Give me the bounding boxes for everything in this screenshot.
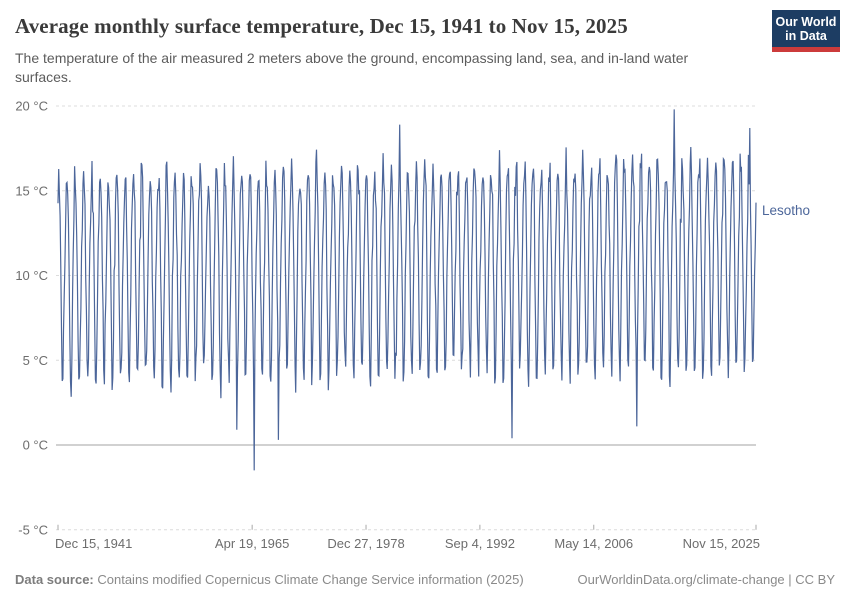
x-tick-label: Dec 15, 1941 <box>55 536 132 551</box>
data-source-text: Contains modified Copernicus Climate Cha… <box>93 572 524 587</box>
owid-logo-line2: in Data <box>785 28 827 43</box>
y-tick-label: 0 °C <box>23 438 48 453</box>
x-tick-label: Sep 4, 1992 <box>445 536 515 551</box>
data-source-note: Data source: Contains modified Copernicu… <box>15 572 524 587</box>
y-tick-label: 20 °C <box>15 99 48 114</box>
chart-footer: Data source: Contains modified Copernicu… <box>15 572 835 587</box>
owid-logo[interactable]: Our World in Data <box>772 10 840 52</box>
y-tick-label: 15 °C <box>15 183 48 198</box>
page-title: Average monthly surface temperature, Dec… <box>15 14 628 38</box>
owid-credit-link[interactable]: OurWorldinData.org/climate-change | CC B… <box>577 572 835 587</box>
y-tick-label: 5 °C <box>23 353 48 368</box>
owid-logo-line1: Our World <box>775 14 837 29</box>
temperature-line[interactable] <box>57 109 757 471</box>
y-tick-label: 10 °C <box>15 268 48 283</box>
chart-subtitle: The temperature of the air measured 2 me… <box>15 50 689 85</box>
data-source-label: Data source: <box>15 572 94 587</box>
x-tick-label: Dec 27, 1978 <box>327 536 404 551</box>
x-tick-label: May 14, 2006 <box>554 536 633 551</box>
x-tick-label: Apr 19, 1965 <box>215 536 289 551</box>
entity-label-lesotho[interactable]: Lesotho <box>762 203 810 218</box>
x-tick-label: Nov 15, 2025 <box>683 536 760 551</box>
y-tick-label: -5 °C <box>18 522 48 537</box>
